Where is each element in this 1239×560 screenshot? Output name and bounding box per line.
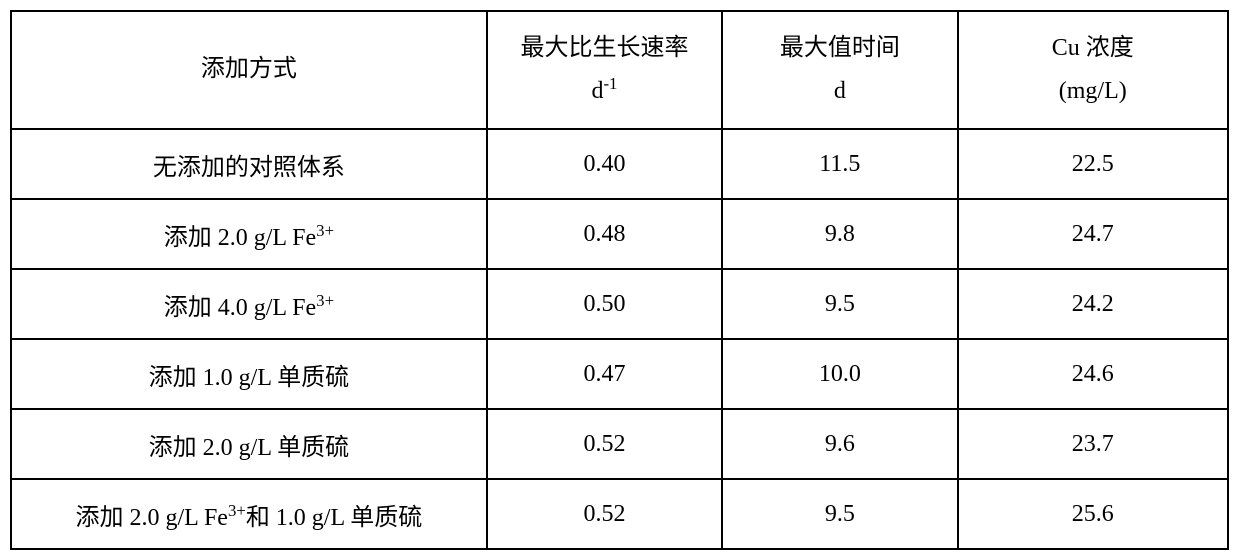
cell-time: 9.6 [722, 409, 957, 479]
cell-growth-rate: 0.50 [487, 269, 722, 339]
col-header-time: 最大值时间 d [722, 11, 957, 129]
cell-time: 9.5 [722, 269, 957, 339]
col-header-method-line1: 添加方式 [201, 56, 297, 82]
cell-cu-conc: 24.6 [958, 339, 1228, 409]
cell-method: 添加 1.0 g/L 单质硫 [11, 339, 487, 409]
cell-growth-rate: 0.40 [487, 129, 722, 199]
col-header-growth-rate: 最大比生长速率 d-1 [487, 11, 722, 129]
cell-method: 添加 4.0 g/L Fe3+ [11, 269, 487, 339]
table-row: 添加 2.0 g/L Fe3+0.489.824.7 [11, 199, 1228, 269]
table-row: 添加 2.0 g/L 单质硫0.529.623.7 [11, 409, 1228, 479]
cell-method: 添加 2.0 g/L Fe3+和 1.0 g/L 单质硫 [11, 479, 487, 549]
cell-cu-conc: 22.5 [958, 129, 1228, 199]
data-table: 添加方式 最大比生长速率 d-1 最大值时间 d Cu 浓度 (mg/L) 无添… [10, 10, 1229, 550]
col-header-method: 添加方式 [11, 11, 487, 129]
col-header-time-line1: 最大值时间 [780, 35, 900, 61]
cell-cu-conc: 23.7 [958, 409, 1228, 479]
table-body: 无添加的对照体系0.4011.522.5添加 2.0 g/L Fe3+0.489… [11, 129, 1228, 549]
col-header-growth-rate-line2: d-1 [591, 78, 617, 104]
table-row: 添加 4.0 g/L Fe3+0.509.524.2 [11, 269, 1228, 339]
cell-cu-conc: 24.2 [958, 269, 1228, 339]
cell-cu-conc: 25.6 [958, 479, 1228, 549]
table-row: 无添加的对照体系0.4011.522.5 [11, 129, 1228, 199]
cell-growth-rate: 0.52 [487, 409, 722, 479]
cell-method: 添加 2.0 g/L Fe3+ [11, 199, 487, 269]
cell-growth-rate: 0.48 [487, 199, 722, 269]
col-header-cu-conc-line1: Cu 浓度 [1052, 35, 1134, 61]
cell-time: 10.0 [722, 339, 957, 409]
cell-time: 9.5 [722, 479, 957, 549]
cell-method: 无添加的对照体系 [11, 129, 487, 199]
cell-time: 9.8 [722, 199, 957, 269]
table-row: 添加 2.0 g/L Fe3+和 1.0 g/L 单质硫0.529.525.6 [11, 479, 1228, 549]
col-header-cu-conc: Cu 浓度 (mg/L) [958, 11, 1228, 129]
cell-growth-rate: 0.47 [487, 339, 722, 409]
col-header-cu-conc-line2: (mg/L) [1059, 78, 1127, 104]
cell-growth-rate: 0.52 [487, 479, 722, 549]
cell-method: 添加 2.0 g/L 单质硫 [11, 409, 487, 479]
col-header-time-line2: d [834, 78, 846, 104]
cell-cu-conc: 24.7 [958, 199, 1228, 269]
table-header-row: 添加方式 最大比生长速率 d-1 最大值时间 d Cu 浓度 (mg/L) [11, 11, 1228, 129]
table-row: 添加 1.0 g/L 单质硫0.4710.024.6 [11, 339, 1228, 409]
col-header-growth-rate-line1: 最大比生长速率 [520, 35, 688, 61]
cell-time: 11.5 [722, 129, 957, 199]
